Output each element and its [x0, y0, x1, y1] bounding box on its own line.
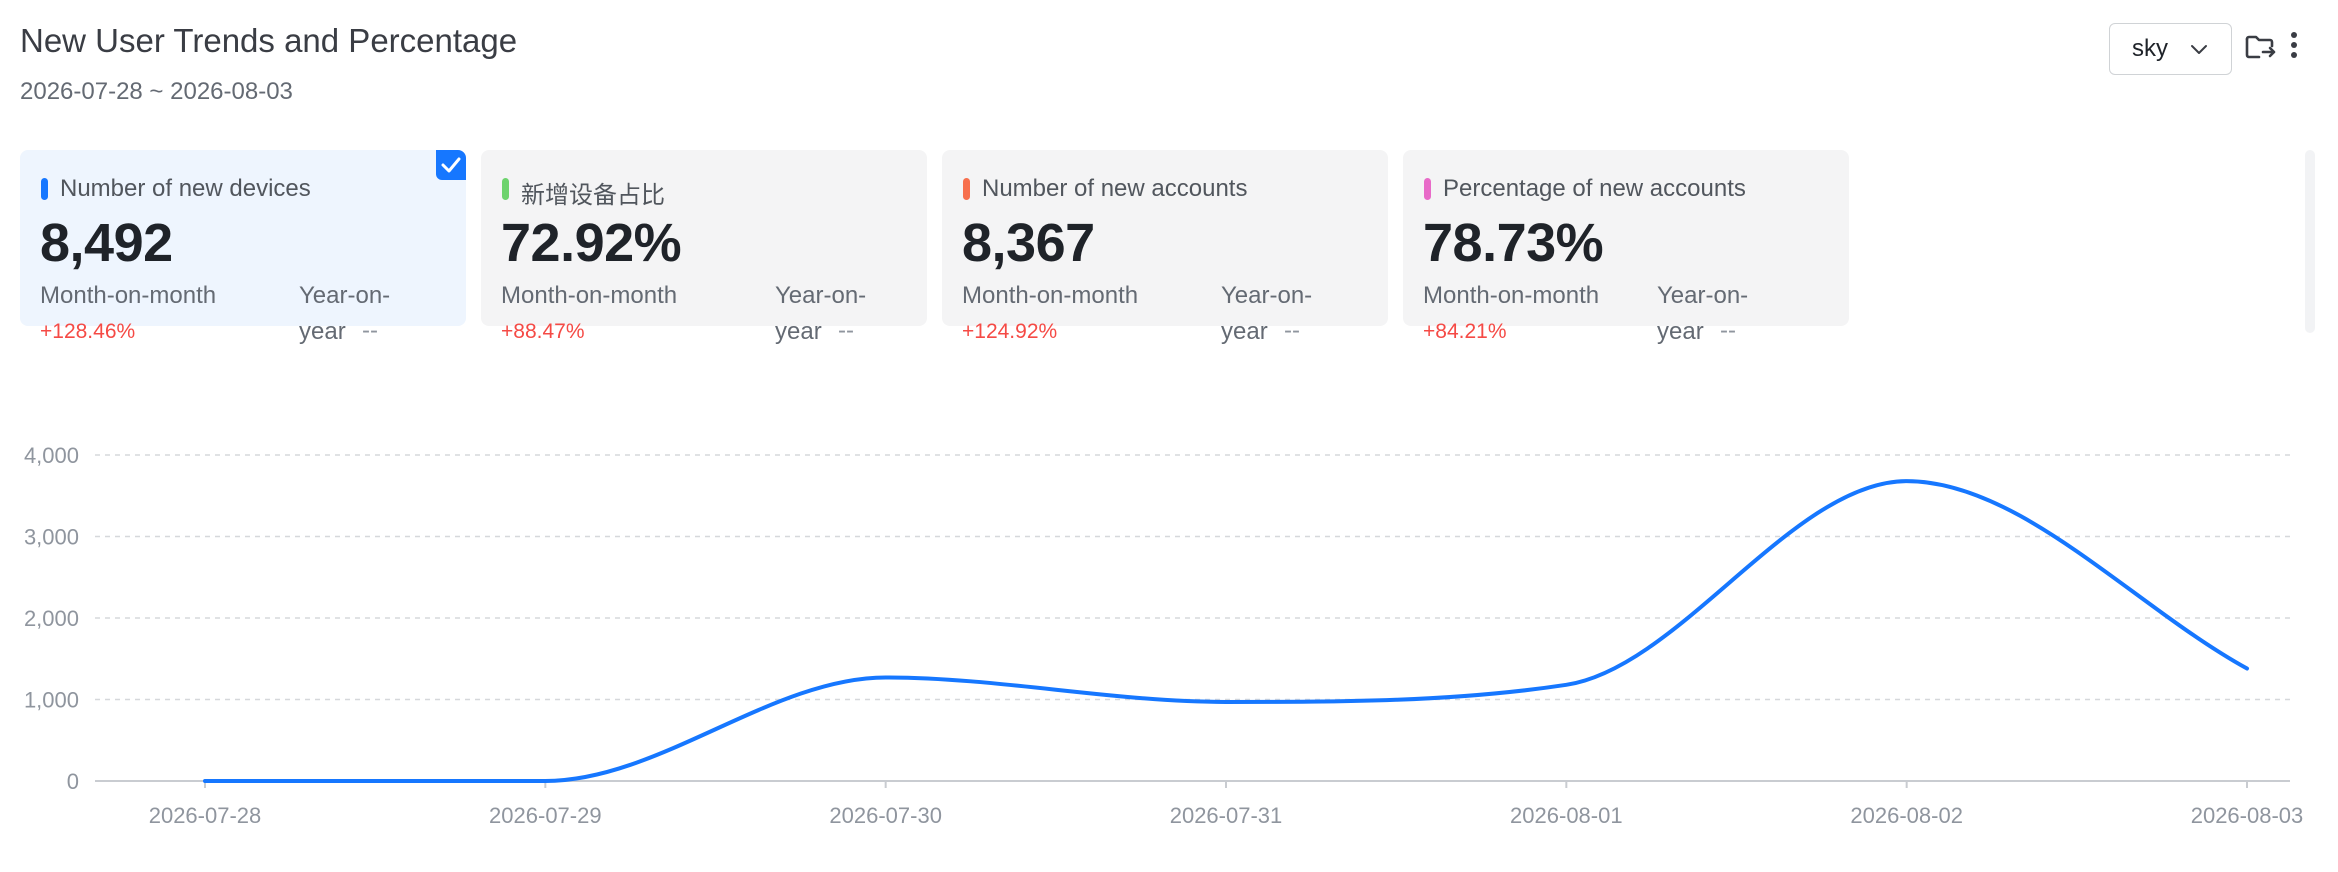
mom-label: Month-on-month — [1423, 282, 1600, 309]
series-color-bar — [1424, 178, 1431, 200]
mom-label: Month-on-month — [501, 282, 678, 309]
yoy-label: Year-on- — [1221, 282, 1313, 309]
series-line — [203, 479, 2249, 783]
yoy-label-cont: year — [299, 318, 346, 345]
yoy-value: -- — [1284, 317, 1300, 344]
yoy-value: -- — [838, 317, 854, 344]
yoy-label-cont: year — [1221, 318, 1268, 345]
x-tick-label: 2026-08-03 — [2191, 803, 2304, 828]
y-tick-label: 3,000 — [24, 525, 79, 550]
y-tick-label: 4,000 — [24, 443, 79, 468]
x-tick-label: 2026-07-28 — [149, 803, 262, 828]
date-range: 2026-07-28 ~ 2026-08-03 — [20, 78, 293, 105]
mom-value: +88.47% — [501, 320, 585, 343]
series-color-bar — [41, 178, 48, 200]
x-tick-label: 2026-08-02 — [1850, 803, 1963, 828]
yoy-label: Year-on- — [775, 282, 867, 309]
new-users-line-chart: 0 1,000 2,000 3,000 4,000 2026-07-28 2026-07-2… — [24, 443, 2304, 828]
chevron-down-icon — [2191, 45, 2207, 54]
x-tick-label: 2026-08-01 — [1510, 803, 1623, 828]
folder-export-icon[interactable] — [2243, 30, 2277, 64]
mom-value: +84.21% — [1423, 320, 1507, 343]
mom-label: Month-on-month — [962, 282, 1139, 309]
y-tick-label: 0 — [67, 769, 79, 794]
metric-value: 8,367 — [962, 213, 1095, 273]
yoy-value: -- — [1720, 317, 1736, 344]
metric-label: Percentage of new accounts — [1443, 175, 1746, 202]
yoy-label-cont: year — [775, 318, 822, 345]
more-vertical-icon[interactable] — [2284, 30, 2304, 64]
metric-value: 8,492 — [40, 213, 173, 273]
metric-card-new-account-ratio[interactable]: Percentage of new accounts 78.73% Month-… — [1403, 150, 1849, 345]
cards-scrollbar[interactable] — [2305, 150, 2315, 333]
series-color-bar — [502, 178, 509, 200]
metric-card-new-devices[interactable]: Number of new devices 8,492 Month-on-mon… — [20, 150, 466, 345]
metric-label: 新增设备占比 — [521, 182, 665, 209]
y-tick-label: 1,000 — [24, 688, 79, 713]
yoy-label: Year-on- — [1657, 282, 1749, 309]
x-tick-label: 2026-07-29 — [489, 803, 602, 828]
yoy-label: Year-on- — [299, 282, 391, 309]
yoy-value: -- — [362, 317, 378, 344]
metric-label: Number of new accounts — [982, 175, 1248, 202]
metric-label: Number of new devices — [60, 175, 311, 202]
series-color-bar — [963, 178, 970, 200]
dimension-select[interactable]: sky — [2109, 23, 2232, 75]
x-tick-label: 2026-07-30 — [829, 803, 942, 828]
mom-label: Month-on-month — [40, 282, 217, 309]
yoy-label-cont: year — [1657, 318, 1704, 345]
dimension-select-value: sky — [2132, 35, 2168, 62]
x-tick-label: 2026-07-31 — [1170, 803, 1283, 828]
metric-card-new-accounts[interactable]: Number of new accounts 8,367 Month-on-mo… — [942, 150, 1388, 345]
page-title: New User Trends and Percentage — [20, 22, 518, 59]
mom-value: +124.92% — [962, 320, 1058, 343]
metric-value: 78.73% — [1423, 213, 1604, 273]
metric-card-new-device-ratio[interactable]: 新增设备占比 72.92% Month-on-month +88.47% Yea… — [481, 150, 927, 345]
mom-value: +128.46% — [40, 320, 136, 343]
checkbox-checked-icon[interactable] — [436, 150, 466, 180]
y-tick-label: 2,000 — [24, 606, 79, 631]
metric-value: 72.92% — [501, 213, 682, 273]
